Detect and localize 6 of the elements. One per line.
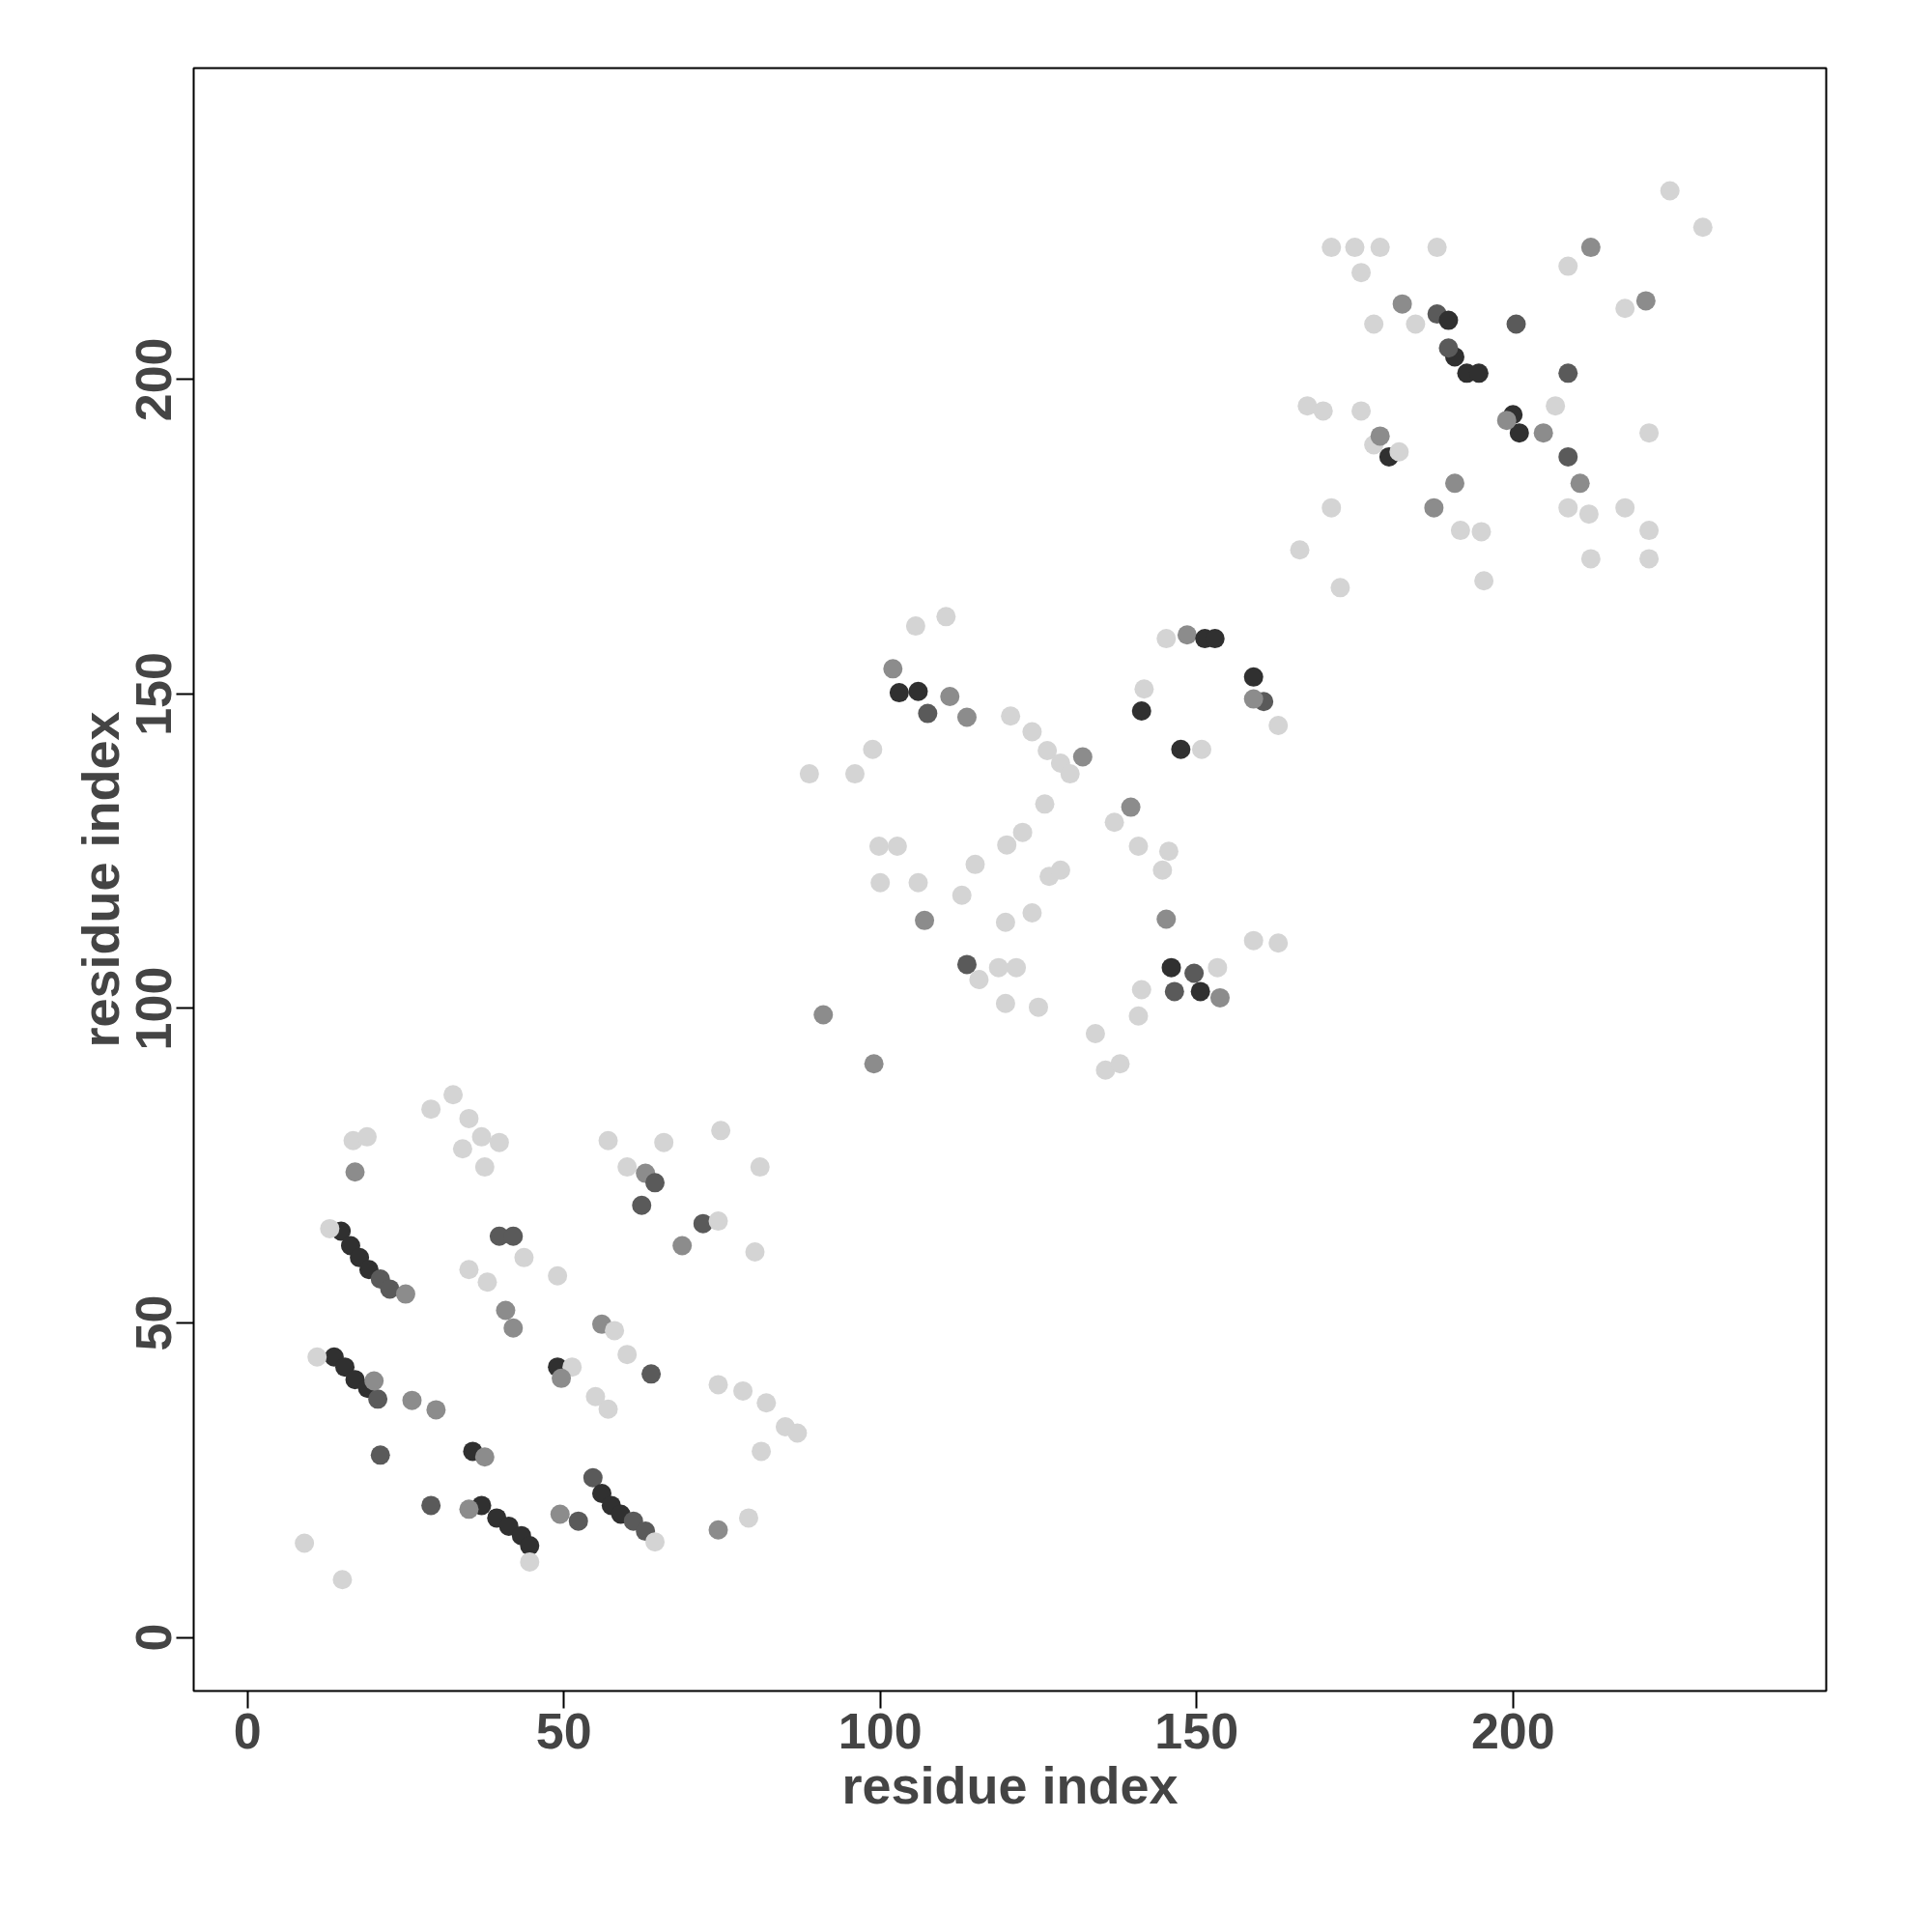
y-tick-label: 50 xyxy=(126,1294,183,1351)
x-tick-label: 0 xyxy=(233,1702,262,1759)
x-tick-label: 200 xyxy=(1470,1702,1555,1759)
x-tick-label: 50 xyxy=(535,1702,592,1759)
y-tick-label: 0 xyxy=(126,1623,183,1652)
y-tick-label: 200 xyxy=(126,337,183,422)
